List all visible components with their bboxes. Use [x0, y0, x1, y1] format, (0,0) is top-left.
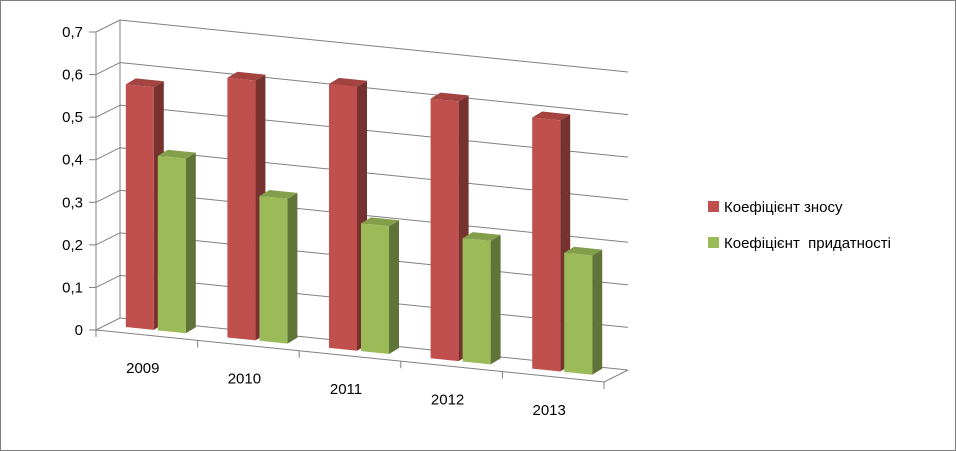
bar-top — [125, 78, 164, 88]
bar-front — [227, 77, 256, 341]
bar-front — [361, 223, 389, 354]
floor-right-edge — [603, 369, 629, 383]
y-tick-label: 0,2 — [62, 237, 83, 254]
bar-front — [125, 84, 154, 330]
x-tick-label: 2011 — [330, 381, 362, 398]
bar-side — [185, 152, 196, 334]
gridline-side — [95, 19, 121, 33]
gridline-side — [95, 62, 121, 76]
x-tick-label: 2013 — [533, 402, 566, 419]
x-tick-label: 2009 — [126, 360, 159, 377]
legend-swatch — [708, 237, 719, 248]
y-tick-label: 0,4 — [62, 152, 83, 169]
bar-front — [564, 252, 593, 375]
bar-front — [430, 98, 459, 362]
legend-label: Коефіцієнт зносу — [724, 199, 843, 216]
gridline — [119, 19, 629, 73]
gridline-side — [95, 274, 121, 288]
bar — [361, 217, 399, 354]
bar-front — [462, 238, 491, 365]
gridline-side — [95, 147, 121, 161]
bar-front — [329, 83, 357, 351]
y-tick-label: 0,7 — [62, 24, 83, 41]
x-tick-label: 2012 — [431, 391, 464, 408]
bar — [259, 189, 298, 344]
gridline-side — [95, 189, 121, 203]
legend-label: Коефіцієнт придатності — [724, 235, 891, 252]
legend-swatch — [708, 201, 719, 212]
bar-front — [532, 117, 561, 372]
bar-top — [430, 92, 469, 102]
bar — [462, 232, 501, 365]
bar — [430, 92, 469, 362]
bar-top — [532, 111, 571, 121]
x-tick-label: 2010 — [228, 371, 261, 388]
gridline-side — [95, 317, 121, 331]
y-tick-label: 0 — [75, 322, 83, 339]
bar — [329, 77, 367, 351]
bar-top — [462, 232, 501, 241]
y-axis-tick-labels: 0 0,1 0,2 0,3 0,4 0,5 0,6 0,7 — [62, 24, 83, 339]
y-tick-label: 0,6 — [62, 67, 83, 84]
y-tick-label: 0,5 — [62, 109, 83, 126]
bar — [157, 149, 196, 334]
bar-top — [157, 149, 196, 159]
y-tick-label: 0,3 — [62, 194, 83, 211]
legend: Коефіцієнт зносу Коефіцієнт придатності — [708, 199, 891, 252]
bar-front — [259, 195, 288, 344]
x-axis-line — [95, 329, 605, 383]
gridline-side — [95, 232, 121, 246]
bar-top — [227, 71, 266, 81]
bar-side — [592, 249, 603, 375]
gridline — [119, 62, 629, 116]
bar-top — [329, 77, 367, 87]
gridline-side — [95, 104, 121, 118]
bar-front — [157, 155, 186, 334]
bars — [125, 71, 603, 375]
y-tick-label: 0,1 — [62, 279, 83, 296]
bar-side — [490, 234, 501, 365]
bar-side — [389, 220, 399, 354]
x-axis-tick-labels: 2009 2010 2011 2012 2013 — [126, 360, 566, 419]
bar-top — [361, 217, 399, 227]
chart-walls — [95, 20, 629, 389]
bar — [564, 246, 603, 375]
bar-top — [564, 246, 603, 256]
bar-side — [287, 192, 298, 344]
bar-top — [259, 189, 298, 199]
